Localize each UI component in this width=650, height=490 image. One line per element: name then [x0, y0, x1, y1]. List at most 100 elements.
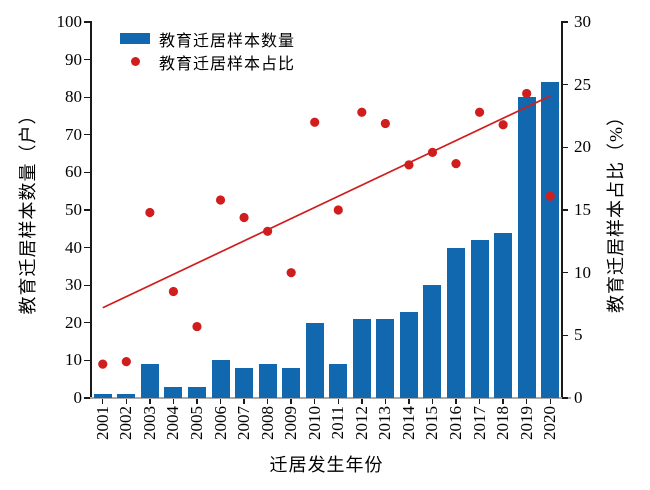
x-axis-tick [266, 399, 269, 404]
y-axis-right-tick [562, 334, 568, 337]
x-axis-tick [172, 399, 175, 404]
bar-2015 [423, 285, 442, 398]
y-axis-right-tick-label: 10 [574, 262, 591, 282]
y-axis-left-tick-label: 90 [65, 49, 82, 69]
scatter-dot-2011 [333, 205, 343, 215]
x-axis-tick [525, 399, 528, 404]
left-axis-title: 教育迁居样本数量（户） [18, 105, 38, 315]
bar-2003 [140, 364, 159, 398]
right-axis-title: 教育迁居样本占比（%） [606, 107, 626, 313]
legend-item-bars: 教育迁居样本数量 [120, 28, 296, 50]
bar-2014 [399, 311, 418, 398]
y-axis-left-tick-label: 100 [56, 12, 83, 31]
bar-2016 [447, 247, 466, 398]
scatter-dot-2016 [451, 159, 461, 169]
legend: 教育迁居样本数量 教育迁居样本占比 [120, 28, 296, 73]
x-axis-tick [337, 399, 339, 404]
bar-2012 [352, 319, 371, 398]
x-axis-tick-label: 2009 [281, 406, 301, 440]
x-axis-tick [314, 399, 316, 404]
bar-2017 [470, 240, 489, 398]
x-axis-tick-label: 2019 [516, 406, 536, 440]
x-axis-tick [431, 399, 434, 404]
x-axis-tick-label: 2004 [163, 406, 183, 440]
y-axis-right-tick-label: 20 [574, 137, 591, 157]
bar-2005 [187, 386, 206, 398]
left-axis-spine [90, 21, 92, 399]
y-axis-right-tick [562, 83, 568, 86]
x-axis-tick-label: 2014 [398, 406, 418, 440]
x-axis-tick-label: 2001 [92, 406, 112, 440]
bar-2013 [376, 319, 395, 398]
x-axis-tick-label: 2003 [139, 406, 159, 440]
y-axis-left-tick-label: 10 [65, 350, 82, 370]
y-axis-left-tick-label: 40 [65, 237, 82, 257]
bar-2007 [235, 367, 254, 398]
x-axis-tick [361, 399, 363, 404]
y-axis-left-tick-label: 60 [65, 162, 82, 182]
y-axis-right-tick-label: 15 [574, 200, 591, 219]
scatter-dot-2015 [427, 147, 438, 157]
y-axis-left-tick [84, 359, 90, 362]
bar-2009 [282, 367, 301, 398]
x-axis-tick [102, 399, 104, 404]
y-axis-right-tick-label: 5 [574, 325, 583, 345]
x-axis-tick-label: 2020 [540, 406, 560, 440]
x-axis-tick-label: 2015 [422, 406, 442, 440]
y-axis-left-tick [84, 171, 90, 174]
y-axis-right-tick-label: 0 [574, 388, 583, 407]
legend-bar-swatch-icon [120, 33, 150, 44]
x-axis-tick-label: 2012 [351, 406, 371, 440]
x-axis-tick [196, 399, 198, 404]
legend-label-bars: 教育迁居样本数量 [159, 32, 296, 50]
bar-2006 [211, 360, 230, 398]
bar-2002 [117, 394, 136, 398]
bar-2001 [93, 394, 112, 398]
y-axis-right-tick [562, 397, 568, 399]
y-axis-left-tick [84, 397, 90, 399]
x-axis-tick-label: 2002 [116, 406, 136, 440]
bar-2011 [329, 364, 348, 398]
y-axis-left-tick-label: 50 [65, 200, 82, 219]
x-axis-tick-label: 2016 [446, 406, 466, 440]
x-axis-tick [502, 399, 504, 404]
x-axis-tick [125, 399, 128, 404]
bar-2004 [164, 386, 183, 398]
bar-2020 [541, 82, 560, 398]
y-axis-right-tick-label: 25 [574, 74, 591, 94]
y-axis-left-tick-label: 70 [65, 124, 82, 144]
x-axis-tick-label: 2010 [304, 406, 324, 440]
y-axis-left-tick [84, 96, 90, 98]
y-axis-left-tick [84, 322, 90, 324]
y-axis-left-tick [84, 58, 90, 61]
x-axis-title: 迁居发生年份 [269, 455, 384, 475]
scatter-dot-2002 [121, 357, 131, 367]
scatter-dot-2010 [310, 117, 320, 127]
legend-item-dots: 教育迁居样本占比 [120, 51, 296, 73]
scatter-dot-2014 [404, 160, 414, 170]
scatter-dot-2018 [498, 120, 508, 130]
x-axis-tick-label: 2018 [493, 406, 513, 440]
x-axis-tick [549, 399, 551, 404]
x-axis-tick-label: 2008 [257, 406, 277, 440]
x-axis-tick [290, 399, 292, 404]
y-axis-left-tick-label: 0 [73, 388, 83, 407]
y-axis-right-tick [562, 209, 568, 211]
bar-2010 [305, 322, 324, 398]
y-axis-left-tick-label: 20 [65, 312, 82, 332]
x-axis-tick-label: 2006 [210, 406, 230, 440]
x-axis-tick [149, 399, 151, 404]
x-axis-tick [384, 399, 387, 404]
y-axis-right-tick-label: 30 [574, 12, 591, 31]
x-axis-tick [408, 399, 410, 404]
right-axis-spine [561, 21, 563, 399]
x-axis-tick-label: 2007 [234, 406, 254, 440]
legend-label-dots: 教育迁居样本占比 [159, 55, 296, 73]
x-axis-tick-label: 2013 [375, 406, 395, 440]
x-axis-tick-label: 2017 [469, 406, 489, 440]
y-axis-left-tick [84, 134, 90, 136]
y-axis-right-tick [562, 271, 568, 274]
y-axis-left-tick [84, 21, 90, 23]
x-axis-tick [478, 399, 481, 404]
scatter-dot-2004 [168, 286, 179, 297]
